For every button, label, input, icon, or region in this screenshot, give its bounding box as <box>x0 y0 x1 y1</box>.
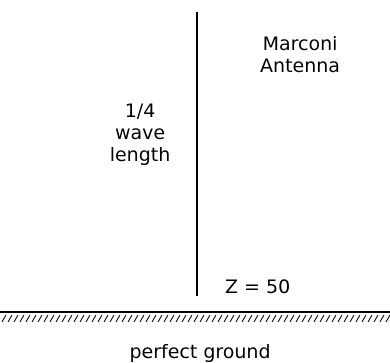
ground-hatch-mark <box>367 314 373 323</box>
ground-hatch-mark <box>235 314 241 323</box>
ground-hatch-mark <box>361 314 367 323</box>
ground-hatch-mark <box>259 314 265 323</box>
ground-hatch-mark <box>325 314 331 323</box>
ground-hatch-mark <box>169 314 175 323</box>
ground-hatch-mark <box>115 314 121 323</box>
ground-hatch-mark <box>247 314 253 323</box>
ground-hatch-mark <box>163 314 169 323</box>
ground-hatch-mark <box>271 314 277 323</box>
ground-hatch-mark <box>343 314 349 323</box>
ground-hatch-mark <box>385 314 390 323</box>
ground-hatch-mark <box>211 314 217 323</box>
ground-hatch-mark <box>319 314 325 323</box>
ground-hatch-mark <box>349 314 355 323</box>
ground-hatch-mark <box>253 314 259 323</box>
ground-hatch-mark <box>205 314 211 323</box>
ground-hatch-mark <box>301 314 307 323</box>
ground-hatch-mark <box>37 314 43 323</box>
ground-hatch-mark <box>109 314 115 323</box>
ground-label: perfect ground <box>129 341 271 363</box>
ground-hatch-mark <box>331 314 337 323</box>
ground-hatch-mark <box>43 314 49 323</box>
ground-hatch-mark <box>13 314 19 323</box>
ground-hatch-mark <box>19 314 25 323</box>
ground-hatch-mark <box>7 314 13 323</box>
ground-hatch-mark <box>337 314 343 323</box>
ground-hatch-mark <box>67 314 73 323</box>
antenna-title-line1: Marconi <box>262 33 338 55</box>
ground-hatch-mark <box>199 314 205 323</box>
ground-hatch-mark <box>61 314 67 323</box>
ground-hatch-mark <box>277 314 283 323</box>
antenna-title-line2: Antenna <box>260 55 340 77</box>
antenna-title: Marconi Antenna <box>230 33 370 77</box>
quarter-wave-length-label: 1/4 wave length <box>90 100 190 166</box>
ground-hatch-mark <box>265 314 271 323</box>
ground-hatch-mark <box>73 314 79 323</box>
length-label-line2: wave <box>114 122 166 144</box>
ground-hatch-mark <box>175 314 181 323</box>
ground-hatch-mark <box>187 314 193 323</box>
ground-hatch-mark <box>151 314 157 323</box>
ground-hatch-mark <box>157 314 163 323</box>
ground-hatch-mark <box>145 314 151 323</box>
ground-hatch-mark <box>193 314 199 323</box>
ground-hatch-mark <box>55 314 61 323</box>
ground-hatch-mark <box>133 314 139 323</box>
impedance-label: Z = 50 <box>225 276 291 298</box>
ground-hatch-mark <box>85 314 91 323</box>
ground-hatch-mark <box>91 314 97 323</box>
ground-hatch-mark <box>313 314 319 323</box>
ground-hatching <box>1 314 390 323</box>
ground-hatch-mark <box>121 314 127 323</box>
ground-hatch-mark <box>283 314 289 323</box>
ground-hatch-mark <box>295 314 301 323</box>
ground-hatch-mark <box>79 314 85 323</box>
ground-hatch-mark <box>307 314 313 323</box>
length-label-line3: length <box>109 144 171 166</box>
ground-hatch-mark <box>217 314 223 323</box>
ground-hatch-mark <box>355 314 361 323</box>
ground-hatch-mark <box>229 314 235 323</box>
ground-hatch-mark <box>1 314 7 323</box>
ground-hatch-mark <box>49 314 55 323</box>
ground-hatch-mark <box>379 314 385 323</box>
length-label-line1: 1/4 <box>124 100 156 122</box>
ground-hatch-mark <box>127 314 133 323</box>
ground-hatch-mark <box>31 314 37 323</box>
ground-hatch-mark <box>97 314 103 323</box>
ground-hatch-mark <box>181 314 187 323</box>
ground-hatch-mark <box>289 314 295 323</box>
ground-hatch-mark <box>139 314 145 323</box>
ground-hatch-mark <box>223 314 229 323</box>
ground-hatch-mark <box>373 314 379 323</box>
ground-hatch-mark <box>241 314 247 323</box>
ground-hatch-mark <box>103 314 109 323</box>
ground-hatch-mark <box>25 314 31 323</box>
